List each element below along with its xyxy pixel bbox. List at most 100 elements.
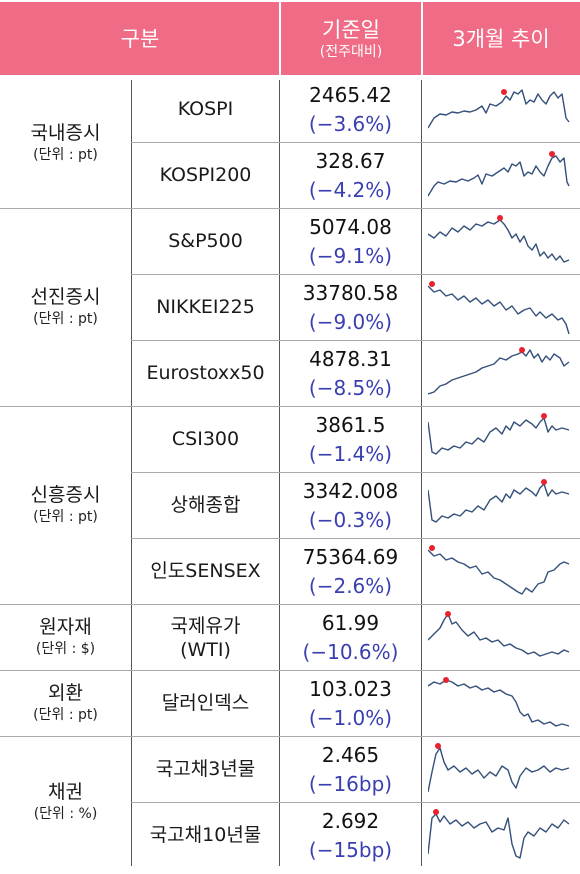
- sparkline-ktb3y: [428, 743, 570, 793]
- row-name-eurostoxx50: Eurostoxx50: [132, 341, 279, 406]
- group-fx: 외환 (단위 : pt): [0, 670, 131, 736]
- index-change: (−2.6%): [308, 573, 393, 598]
- group-divider: [0, 736, 580, 737]
- row-name-shanghai: 상해종합: [132, 473, 279, 538]
- index-change: (−10.6%): [302, 639, 399, 664]
- row-name-ktb3y: 국고채3년물: [132, 737, 279, 802]
- group-bond: 채권 (단위 : %): [0, 736, 131, 868]
- group-divider: [0, 604, 580, 605]
- index-value: 103.023: [309, 676, 392, 701]
- group-name: 신흥증시: [30, 484, 101, 506]
- index-value: 2465.42: [309, 82, 392, 107]
- row-value-sp500: 5074.08 (−9.1%): [280, 209, 421, 274]
- peak-marker: [497, 215, 503, 221]
- row-divider: [131, 142, 580, 143]
- group-name: 채권: [48, 781, 83, 803]
- column-divider: [421, 80, 422, 866]
- group-name: 외환: [48, 682, 83, 704]
- header-base-date-cell: 기준일 (전주대비): [280, 2, 422, 75]
- peak-marker: [429, 545, 435, 551]
- index-change: (−9.1%): [308, 243, 393, 268]
- row-value-nikkei225: 33780.58 (−9.0%): [280, 275, 421, 340]
- index-value: 33780.58: [302, 280, 399, 305]
- index-name: 상해종합: [170, 494, 241, 516]
- row-value-dxy: 103.023 (−1.0%): [280, 671, 421, 736]
- index-value: 61.99: [321, 610, 380, 635]
- index-name: CSI300: [171, 428, 240, 450]
- sparkline-sp500: [428, 215, 570, 263]
- row-value-ktb10y: 2.692 (−15bp): [280, 803, 421, 868]
- header-base-date-sub: (전주대비): [319, 43, 383, 60]
- row-name-sp500: S&P500: [132, 209, 279, 274]
- group-name: 원자재: [39, 616, 92, 638]
- index-change: (−0.3%): [308, 507, 393, 532]
- index-value: 5074.08: [309, 214, 392, 239]
- header-trend-cell: 3개월 추이: [422, 2, 580, 75]
- group-emerging: 신흥증시 (단위 : pt): [0, 406, 131, 604]
- index-name: S&P500: [168, 230, 243, 252]
- index-change: (−8.5%): [308, 375, 393, 400]
- sparkline-sensex: [428, 545, 570, 595]
- sparkline-wti: [428, 611, 570, 657]
- peak-marker: [433, 809, 439, 815]
- group-developed: 선진증시 (단위 : pt): [0, 208, 131, 406]
- index-name: NIKKEI225: [156, 296, 255, 318]
- row-divider: [131, 340, 580, 341]
- row-name-ktb10y: 국고채10년물: [132, 803, 279, 868]
- row-name-csi300: CSI300: [132, 407, 279, 472]
- row-name-kospi: KOSPI: [132, 77, 279, 142]
- index-value: 3342.008: [302, 478, 399, 503]
- group-unit: (단위 : %): [33, 806, 98, 822]
- column-divider: [279, 80, 280, 866]
- header-base-date-label: 기준일: [322, 17, 380, 42]
- sparkline-nikkei225: [428, 281, 570, 335]
- row-name-nikkei225: NIKKEI225: [132, 275, 279, 340]
- sparkline-ktb10y: [428, 809, 570, 859]
- index-change: (−9.0%): [308, 309, 393, 334]
- row-value-ktb3y: 2.465 (−16bp): [280, 737, 421, 802]
- index-change: (−1.0%): [308, 705, 393, 730]
- peak-marker: [443, 677, 449, 683]
- index-value: 75364.69: [302, 544, 399, 569]
- row-divider: [131, 802, 580, 803]
- sparkline-eurostoxx50: [428, 347, 570, 395]
- index-name: Eurostoxx50: [146, 362, 265, 384]
- peak-marker: [501, 89, 507, 95]
- row-divider: [131, 472, 580, 473]
- header-category-label: 구분: [120, 26, 160, 51]
- group-unit: (단위 : pt): [33, 509, 98, 525]
- index-name: 인도SENSEX: [150, 560, 261, 582]
- index-name: KOSPI200: [159, 164, 252, 186]
- group-unit: (단위 : pt): [33, 311, 98, 327]
- header-trend-label: 3개월 추이: [452, 26, 550, 51]
- group-divider: [0, 406, 580, 407]
- group-unit: (단위 : pt): [33, 707, 98, 723]
- row-value-wti: 61.99 (−10.6%): [280, 605, 421, 670]
- index-name: 국고채3년물: [155, 758, 256, 780]
- peak-marker: [445, 611, 451, 617]
- row-divider: [131, 538, 580, 539]
- row-divider: [131, 274, 580, 275]
- index-change: (−3.6%): [308, 111, 393, 136]
- row-name-dxy: 달러인덱스: [132, 671, 279, 736]
- index-name-sub: (WTI): [180, 638, 231, 661]
- row-name-kospi200: KOSPI200: [132, 143, 279, 208]
- index-value: 2.692: [321, 808, 380, 833]
- peak-marker: [541, 413, 547, 419]
- row-value-shanghai: 3342.008 (−0.3%): [280, 473, 421, 538]
- row-value-kospi200: 328.67 (−4.2%): [280, 143, 421, 208]
- column-divider: [131, 80, 132, 866]
- peak-marker: [541, 479, 547, 485]
- group-name: 국내증시: [30, 121, 101, 144]
- index-name: 달러인덱스: [161, 692, 250, 714]
- sparkline-kospi: [428, 89, 570, 129]
- row-value-eurostoxx50: 4878.31 (−8.5%): [280, 341, 421, 406]
- row-value-kospi: 2465.42 (−3.6%): [280, 77, 421, 142]
- peak-marker: [435, 743, 441, 749]
- group-unit: (단위 : $): [35, 641, 96, 657]
- group-domestic: 국내증시 (단위 : pt): [0, 77, 131, 208]
- row-value-sensex: 75364.69 (−2.6%): [280, 539, 421, 604]
- header-category-cell: 구분: [0, 2, 280, 75]
- header-divider: [421, 2, 423, 75]
- index-value: 3861.5: [315, 412, 386, 437]
